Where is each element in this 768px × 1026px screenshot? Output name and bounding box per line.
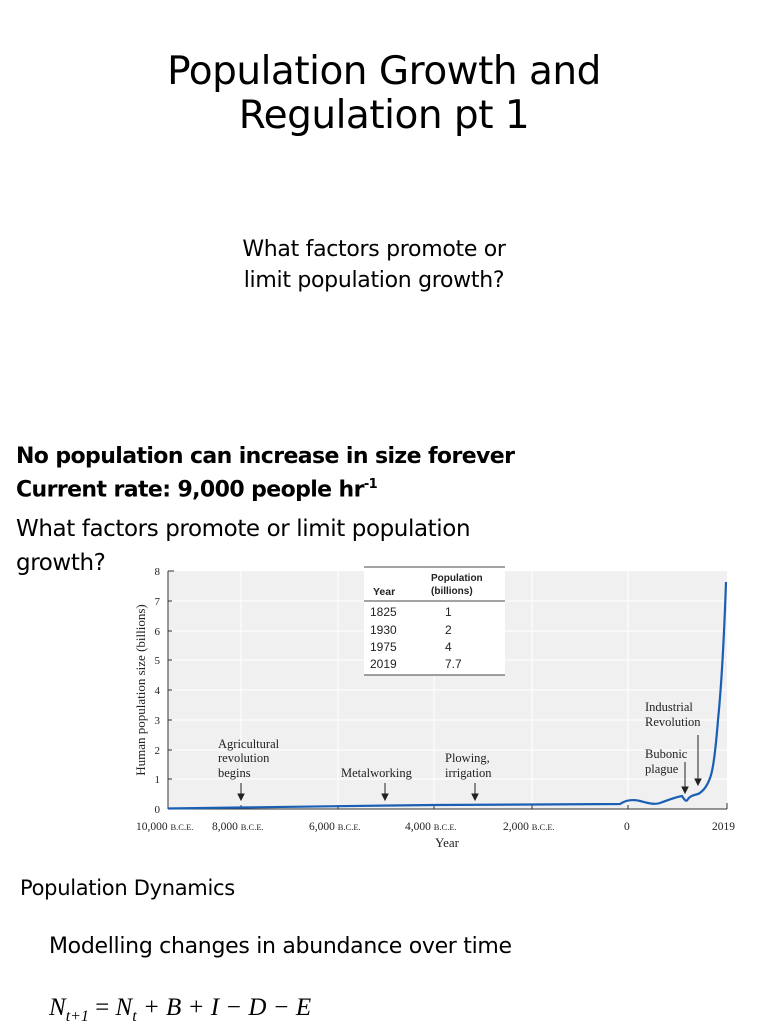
ann-plow-1: Plowing, [445,751,490,765]
rate-text: Current rate: 9,000 people hr [16,477,364,503]
x-tick-4: 2,000 B.C.E. [503,821,555,833]
y-axis-label: Human population size (billions) [133,604,148,776]
ann-bubonic-2: plague [645,762,679,776]
eq-n-sub: t [132,1008,137,1025]
annotation-arrows [237,735,702,802]
y-tick-1: 1 [155,774,161,786]
slide-title-line2: Regulation pt 1 [238,93,530,138]
table-cell-year: 1825 [370,605,397,619]
arrow-down-icon [237,793,245,802]
table-cell-pop: 2 [445,623,452,637]
section-title: Population Dynamics [20,876,235,900]
slide-subtitle-line2: limit population growth? [243,268,505,293]
ann-bubonic-1: Bubonic [645,747,688,761]
table-cell-year: 1975 [370,640,397,654]
table-header-pop-1: Population [431,573,483,584]
section-subtitle: Modelling changes in abundance over time [49,934,512,959]
x-tick-labels: 10,000 B.C.E. 8,000 B.C.E. 6,000 B.C.E. … [136,821,735,833]
ann-industrial-1: Industrial [645,700,693,714]
slide-subtitle-line1: What factors promote or [242,237,506,262]
population-equation: Nt+1 = Nt + B + I − D − E [49,994,311,1026]
ann-industrial-2: Revolution [645,715,701,729]
rate-line: Current rate: 9,000 people hr-1 [16,471,378,504]
slide-title: Population Growth and Regulation pt 1 [0,50,768,138]
y-tick-4: 4 [155,685,161,697]
y-tick-5: 5 [155,655,161,667]
arrow-down-icon [381,793,389,802]
x-tick-1: 8,000 B.C.E. [212,821,264,833]
annotations: Agricultural revolution begins Metalwork… [218,700,701,780]
y-tick-3: 3 [155,715,161,727]
rate-superscript: -1 [363,477,378,492]
question-line2: growth? [16,550,106,576]
arrow-down-icon [471,793,479,802]
x-tick-6: 2019 [712,821,735,833]
y-tick-2: 2 [155,745,161,757]
eq-equals: = [95,994,110,1021]
x-tick-3: 4,000 B.C.E. [405,821,457,833]
ann-agri-2: revolution [218,751,270,765]
y-tick-8: 8 [155,566,161,578]
ann-metalworking: Metalworking [341,766,413,780]
ann-agri-1: Agricultural [218,737,280,751]
arrow-down-icon [681,786,689,795]
arrow-down-icon [694,778,702,787]
y-tick-7: 7 [155,596,161,608]
headline: No population can increase in size forev… [16,444,515,469]
table-cell-pop: 4 [445,640,452,654]
table-cell-pop: 1 [445,605,452,619]
question: What factors promote or limit population… [16,512,516,580]
x-axis-label: Year [435,835,460,850]
population-line [167,581,728,810]
slide-title-line1: Population Growth and [167,49,601,94]
x-tick-5: 0 [624,821,630,833]
inset-table: Year Population (billions) 1825 1 1930 2… [364,566,505,676]
table-cell-pop: 7.7 [445,657,462,671]
slide-subtitle: What factors promote or limit population… [0,234,748,296]
table-cell-year: 2019 [370,657,397,671]
question-line1: What factors promote or limit population [16,516,471,542]
ann-plow-2: irrigation [445,766,492,780]
table-cell-year: 1930 [370,623,397,637]
table-header-pop-2: (billions) [431,586,473,597]
eq-lhs: N [49,994,66,1021]
y-tick-0: 0 [155,804,161,816]
x-tick-0: 10,000 B.C.E. [136,821,193,833]
eq-lhs-sub: t+1 [65,1008,89,1025]
y-tick-6: 6 [155,626,161,638]
axes [167,570,728,810]
eq-n: N [115,994,133,1021]
table-header-year: Year [373,586,395,598]
ann-agri-3: begins [218,766,251,780]
x-tick-2: 6,000 B.C.E. [309,821,361,833]
y-tick-labels: 0 1 2 3 4 5 6 7 8 [155,566,161,816]
eq-terms: + B + I − D − E [142,994,312,1021]
